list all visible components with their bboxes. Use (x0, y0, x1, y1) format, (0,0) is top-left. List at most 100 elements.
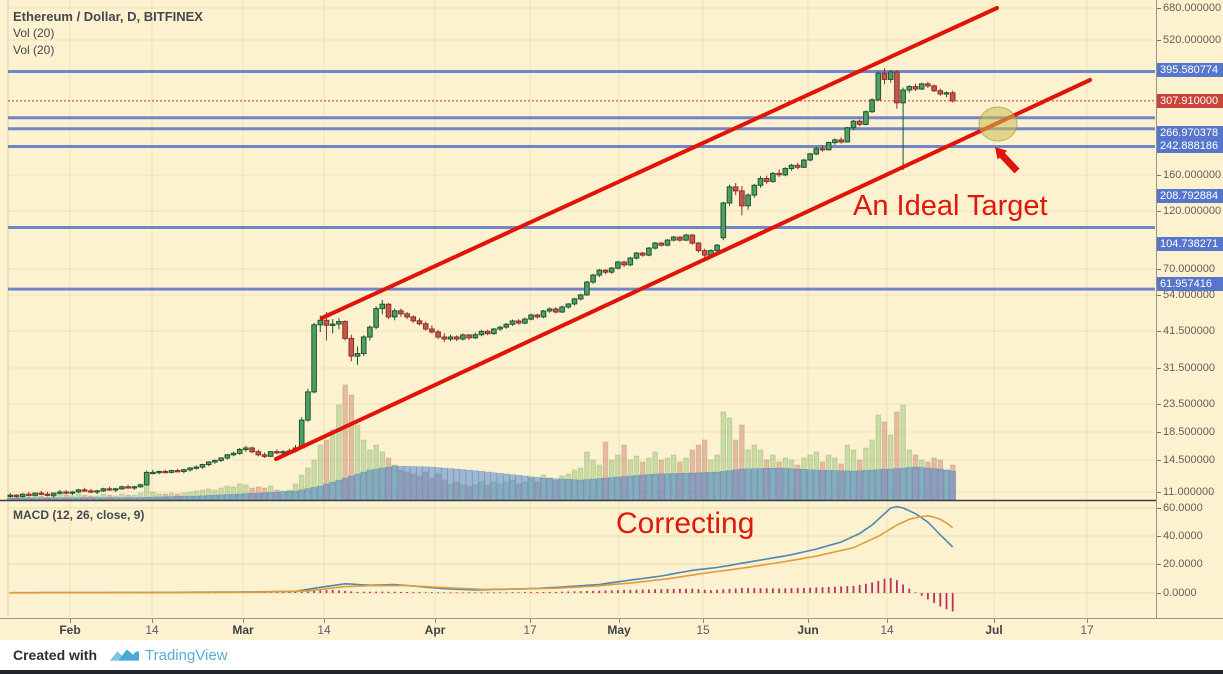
macd-hist-bar (765, 588, 768, 593)
time-tick-mark (808, 619, 809, 623)
channel-trendline[interactable] (274, 78, 1092, 461)
level-price-label[interactable]: 61.957416 (1157, 277, 1223, 291)
tradingview-logo-icon[interactable] (109, 645, 140, 665)
bottom-strip (0, 670, 1223, 674)
candle-body (274, 451, 280, 454)
volume-ma-bar (37, 497, 45, 501)
volume-ma-bar (905, 467, 913, 501)
volume-ma-bar (918, 467, 926, 501)
tick-dash (1157, 459, 1161, 461)
macd-hist-bar (728, 588, 731, 593)
candle-body (162, 471, 169, 474)
volume-ma-bar (695, 472, 702, 501)
candle-body (546, 308, 553, 312)
channel-trendline[interactable] (320, 6, 999, 320)
candle-body (429, 328, 435, 333)
volume-ma-bar (812, 469, 820, 501)
candle-body (354, 353, 361, 357)
candle-body (317, 319, 324, 326)
candle-body (243, 447, 249, 450)
time-axis[interactable]: Feb 14 Mar 14 Apr 17 May 15 Jun 14 Jul 17 (0, 618, 1223, 641)
volume-ma-bar (416, 466, 423, 501)
level-price-label[interactable]: 266.970378 (1157, 126, 1223, 140)
volume-ma-bar (205, 495, 213, 501)
candle-body (739, 190, 745, 207)
volume-ma-bar (713, 471, 721, 501)
macd-hist-bar (914, 592, 917, 594)
macd-hist-bar (319, 590, 322, 593)
candle-body (639, 252, 646, 256)
level-price-label[interactable]: 208.792884 (1157, 189, 1223, 203)
trend-channel[interactable] (274, 6, 1092, 461)
macd-hist-bar (635, 589, 638, 593)
candle-body (807, 153, 813, 161)
volume-ma-bar (719, 471, 727, 501)
candle-body (69, 491, 76, 494)
macd-hist-bar (883, 578, 886, 593)
pointer-arrow[interactable] (995, 147, 1020, 174)
macd-hist-bar (9, 592, 12, 594)
volume-ma-bar (626, 475, 634, 501)
volume-ma-indicator-label[interactable]: Vol (20) (13, 43, 55, 57)
arrow-head (995, 147, 1008, 160)
volume-ma-bar (763, 468, 771, 501)
tick-dash (1157, 367, 1161, 369)
volume-ma-bar (589, 478, 597, 501)
macd-hist-bar (610, 590, 613, 593)
macd-indicator-label[interactable]: MACD (12, 26, close, 9) (13, 508, 145, 522)
volume-ma-bar (137, 497, 144, 501)
volume-ma-bar (515, 475, 523, 501)
volume-ma-bar (781, 468, 789, 501)
macd-hist-bar (641, 589, 644, 593)
last-price-label[interactable]: 307.910000 (1157, 94, 1223, 108)
macd-hist-bar (902, 584, 904, 593)
tradingview-brand-label[interactable]: TradingView (145, 646, 228, 664)
level-price-label[interactable]: 104.738271 (1157, 237, 1223, 251)
volume-indicator-label[interactable]: Vol (20) (13, 26, 55, 40)
volume-ma-bar (583, 479, 591, 501)
annotation-ideal-target[interactable]: An Ideal Target (853, 190, 1048, 222)
level-price-label[interactable]: 242.888186 (1157, 139, 1223, 153)
volume-ma-bar (366, 469, 374, 501)
macd-hist-bar (858, 584, 861, 593)
macd-hist-bar (710, 590, 712, 593)
symbol-title[interactable]: Ethereum / Dollar, D, BITFINEX (13, 9, 203, 24)
volume-ma-bar (651, 473, 659, 501)
volume-ma-bar (471, 470, 479, 501)
macd-hist-bar (542, 592, 545, 593)
macd-hist-bar (381, 591, 384, 593)
candle-body (398, 310, 404, 315)
macd-hist-bar (555, 591, 557, 593)
volume-ma-bar (465, 469, 473, 501)
candle-body (763, 178, 770, 182)
highlight-circle[interactable] (978, 106, 1018, 142)
time-tick-label: 15 (696, 623, 710, 637)
annotation-correcting[interactable]: Correcting (616, 507, 755, 540)
chart-pane[interactable] (0, 0, 1156, 640)
candle-body (869, 99, 875, 113)
volume-ma-bar (13, 497, 20, 501)
volume-ma-bar (285, 491, 293, 501)
level-price-label[interactable]: 395.580774 (1157, 63, 1223, 77)
candle-body (770, 172, 776, 182)
price-axis[interactable]: 680.000000 520.000000 160.000000 120.000000… (1156, 0, 1223, 640)
candle-body (726, 186, 733, 204)
candle-body (838, 139, 844, 143)
macd-hist-bar (629, 589, 632, 593)
candle-body (745, 194, 751, 207)
candle-body (522, 318, 528, 324)
candle-body (435, 331, 441, 338)
candle-body (881, 72, 888, 80)
macd-hist-bar (672, 589, 675, 593)
volume-ma-bar (930, 468, 938, 501)
tick-dash (1157, 39, 1161, 41)
macd-hist-bar (846, 586, 849, 593)
price-level-lines[interactable] (8, 70, 1155, 291)
macd-hist-bar (759, 588, 762, 593)
macd-hist-bar (852, 585, 855, 593)
volume-ma-bar (676, 473, 684, 501)
candle-body (937, 90, 944, 95)
macd-hist-bar (722, 589, 725, 593)
macd-hist-bar (493, 592, 495, 594)
candle-body (701, 250, 708, 256)
